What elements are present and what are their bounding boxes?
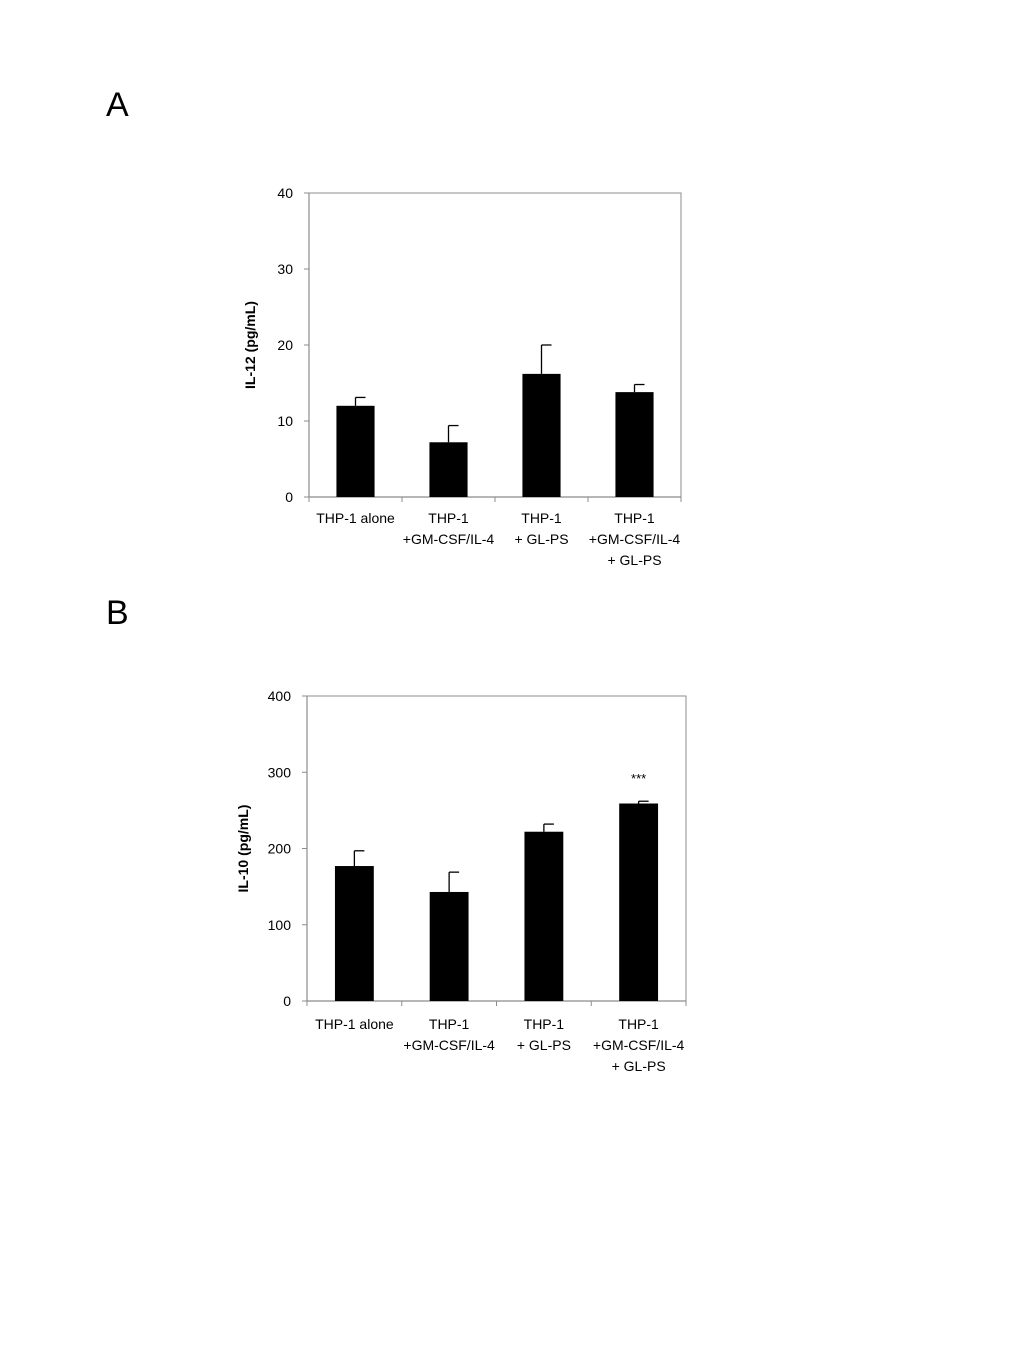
y-tick-label: 10 (277, 413, 293, 429)
y-tick-label: 0 (283, 993, 291, 1009)
x-category-label: THP-1 (524, 1016, 565, 1032)
bar (429, 442, 468, 497)
panel-label-b: B (106, 594, 129, 632)
y-axis-label: IL-10 (pg/mL) (235, 805, 251, 893)
y-axis-label: IL-12 (pg/mL) (242, 301, 258, 389)
y-tick-label: 20 (277, 337, 293, 353)
x-category-label: + GL-PS (612, 1058, 666, 1074)
y-tick-label: 200 (268, 841, 292, 857)
x-category-label: THP-1 (614, 510, 655, 526)
bar (619, 803, 659, 1001)
significance-annotation: *** (631, 771, 646, 786)
bar (429, 891, 469, 1001)
y-tick-label: 40 (277, 185, 293, 201)
x-category-label: +GM-CSF/IL-4 (403, 1037, 495, 1053)
y-tick-label: 30 (277, 261, 293, 277)
x-category-label: THP-1 alone (315, 1016, 394, 1032)
y-tick-label: 0 (285, 489, 293, 505)
x-category-label: THP-1 (429, 1016, 470, 1032)
x-category-label: THP-1 (428, 510, 469, 526)
bar (615, 392, 654, 497)
y-tick-label: 100 (268, 917, 292, 933)
bar (522, 373, 561, 497)
y-tick-label: 400 (268, 688, 292, 704)
bar (334, 866, 374, 1001)
x-category-label: THP-1 (521, 510, 562, 526)
bar (524, 831, 564, 1001)
bar (336, 405, 375, 497)
x-category-label: +GM-CSF/IL-4 (593, 1037, 685, 1053)
panel-label-a: A (106, 86, 129, 124)
x-category-label: + GL-PS (517, 1037, 571, 1053)
x-category-label: +GM-CSF/IL-4 (403, 531, 495, 547)
x-category-label: + GL-PS (607, 552, 661, 568)
y-tick-label: 300 (268, 764, 292, 780)
x-category-label: THP-1 (618, 1016, 659, 1032)
x-category-label: +GM-CSF/IL-4 (589, 531, 681, 547)
x-category-label: + GL-PS (514, 531, 568, 547)
x-category-label: THP-1 alone (316, 510, 395, 526)
